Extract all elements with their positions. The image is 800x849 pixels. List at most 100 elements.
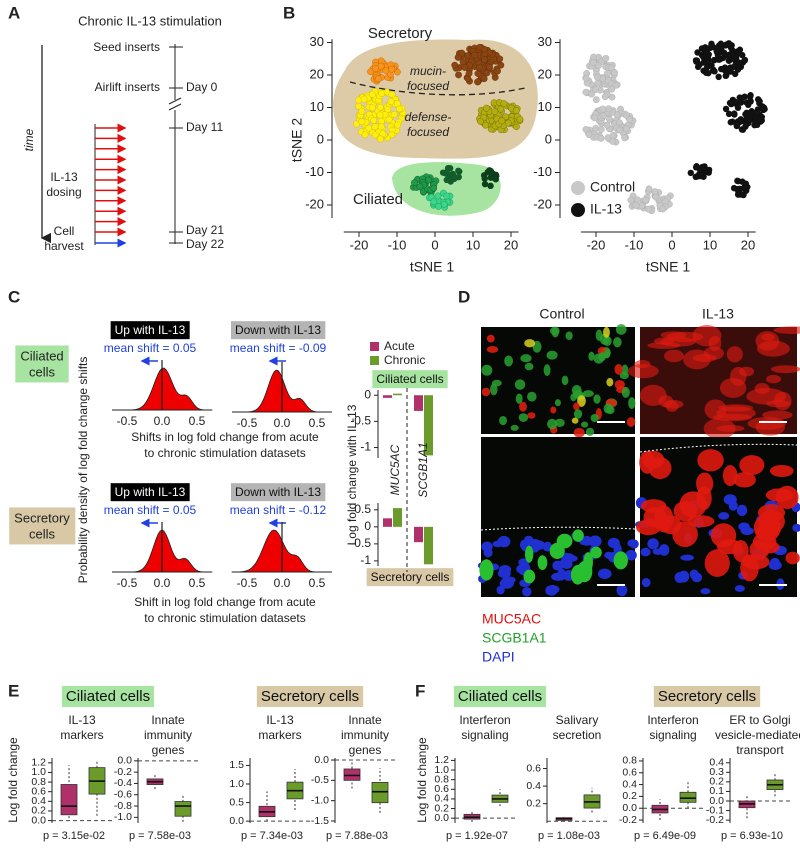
x-tick-label: -0.5 bbox=[117, 414, 138, 428]
y-tick-label: 0 bbox=[545, 131, 552, 146]
label: Secretory cells bbox=[261, 688, 359, 705]
cell bbox=[712, 413, 753, 422]
label: Down with IL-13 bbox=[235, 485, 321, 499]
y-tick-label: 0.5 bbox=[354, 502, 371, 516]
y-tick-label: 1.2 bbox=[434, 754, 449, 766]
cell bbox=[519, 401, 527, 412]
y-tick-label: -0.1 bbox=[706, 804, 724, 816]
cell-dot bbox=[393, 100, 401, 108]
cell-dot bbox=[481, 180, 489, 188]
y-tick-label: 0.0 bbox=[622, 802, 637, 814]
cell bbox=[628, 397, 636, 410]
cell-dot bbox=[702, 51, 710, 59]
cell bbox=[573, 402, 580, 411]
cell bbox=[490, 383, 498, 396]
x-tick-label: -0.5 bbox=[237, 576, 258, 590]
label: mean shift = -0.12 bbox=[230, 503, 327, 517]
cell-dot bbox=[716, 56, 724, 63]
nucleus bbox=[734, 585, 745, 592]
cell bbox=[547, 418, 558, 430]
bar bbox=[414, 395, 423, 411]
cell bbox=[664, 349, 685, 363]
p-value: p = 3.15e-02 bbox=[43, 830, 105, 842]
cell-dot bbox=[482, 121, 490, 129]
nucleus bbox=[527, 538, 541, 547]
cell-dot bbox=[471, 51, 479, 59]
label: IL-13 bbox=[590, 201, 622, 217]
cell-dot bbox=[757, 116, 765, 124]
y-tick-label: 20 bbox=[310, 66, 324, 81]
cell-dot bbox=[723, 72, 730, 79]
y-tick-label: 0.2 bbox=[709, 776, 724, 788]
p-value: p = 7.34e-03 bbox=[241, 830, 303, 842]
nucleus bbox=[680, 554, 694, 561]
cell-dot bbox=[394, 121, 401, 129]
cell bbox=[550, 406, 557, 414]
label: immunity bbox=[144, 728, 192, 742]
cell-dot bbox=[375, 75, 382, 82]
cell-dot bbox=[739, 51, 746, 59]
panel-label: F bbox=[415, 681, 425, 700]
label: tSNE 1 bbox=[646, 259, 691, 275]
cell bbox=[570, 564, 585, 585]
cell bbox=[524, 362, 534, 371]
x-tick-label: 0.5 bbox=[189, 414, 206, 428]
cell bbox=[554, 399, 561, 407]
nucleus bbox=[557, 568, 566, 581]
box bbox=[174, 801, 192, 817]
cell bbox=[520, 354, 532, 363]
cell bbox=[765, 374, 782, 384]
label: markers bbox=[60, 728, 103, 742]
cell-dot bbox=[592, 96, 600, 104]
cell bbox=[603, 403, 613, 414]
cell-dot bbox=[725, 57, 733, 64]
label: defense- bbox=[405, 110, 452, 124]
label: IL-13 bbox=[68, 713, 96, 727]
panel-label: A bbox=[8, 3, 20, 22]
cell-dot bbox=[602, 54, 610, 62]
nucleus bbox=[641, 578, 651, 588]
legend-dot bbox=[571, 181, 585, 195]
label: Log fold change with IL-13 bbox=[345, 404, 359, 545]
cell bbox=[486, 345, 499, 353]
y-tick-label: 0.8 bbox=[31, 776, 46, 788]
cell-dot bbox=[607, 64, 615, 72]
cell-dot bbox=[483, 104, 490, 112]
label: Salivary bbox=[556, 713, 599, 727]
cell-dot bbox=[608, 85, 616, 93]
cell-dot bbox=[605, 105, 613, 113]
cell-dot bbox=[734, 177, 741, 185]
cell-dot bbox=[740, 191, 747, 199]
y-tick-label: 0.6 bbox=[526, 762, 541, 774]
title: Chronic IL-13 stimulation bbox=[78, 13, 222, 28]
box bbox=[679, 791, 697, 803]
legend-swatch bbox=[370, 356, 379, 365]
label: tSNE 2 bbox=[289, 118, 305, 163]
cell-dot bbox=[616, 126, 624, 134]
cell-dot bbox=[500, 100, 508, 108]
label: Secretory bbox=[368, 25, 433, 42]
label: focused bbox=[407, 79, 449, 93]
cell-dot bbox=[599, 112, 607, 120]
nucleus bbox=[625, 549, 637, 561]
x-tick-label: 20 bbox=[741, 237, 755, 252]
cell-dot bbox=[710, 56, 718, 64]
cell bbox=[573, 409, 583, 419]
label: to chronic stimulation datasets bbox=[144, 446, 305, 460]
label: focused bbox=[407, 125, 449, 139]
cell bbox=[527, 412, 536, 419]
y-tick-label: -0.2 bbox=[114, 766, 132, 778]
cell-dot bbox=[601, 93, 609, 101]
y-tick-label: 0.6 bbox=[622, 767, 637, 779]
nucleus bbox=[738, 522, 750, 531]
surface bbox=[480, 526, 636, 531]
x-tick-label: 10 bbox=[466, 237, 480, 252]
y-tick-label: -0.6 bbox=[114, 789, 132, 801]
cell-dot bbox=[454, 54, 462, 61]
cell-dot bbox=[606, 115, 613, 123]
cell bbox=[549, 542, 565, 559]
label: DAPI bbox=[482, 649, 515, 665]
label: Up with IL-13 bbox=[115, 485, 186, 499]
label: ER to Golgi bbox=[729, 713, 790, 727]
